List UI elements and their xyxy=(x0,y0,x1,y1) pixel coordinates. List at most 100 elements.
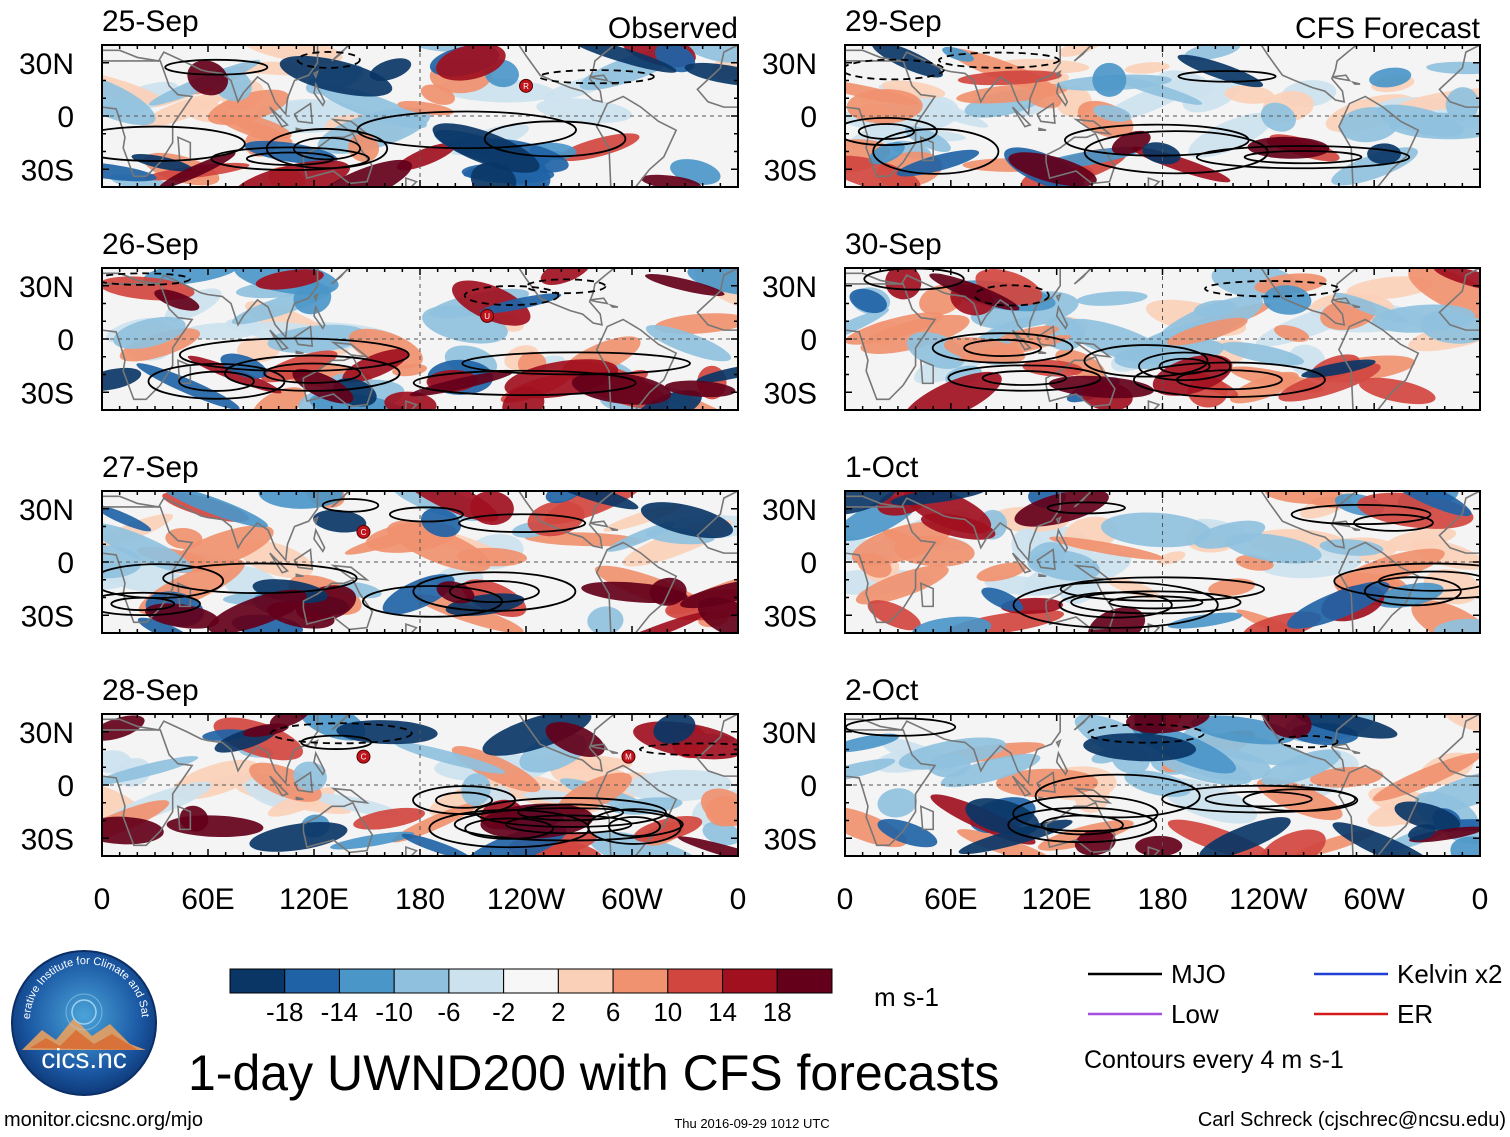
lon-label: 180 xyxy=(395,883,445,916)
lon-axis-left: 0 60E 120E 180 120W 60W 0 xyxy=(94,883,747,916)
colorbar-tick: -6 xyxy=(437,997,460,1027)
lat-label: 30S xyxy=(764,154,817,187)
storm-marker-icon: R xyxy=(519,78,533,93)
panel-date: 28-Sep xyxy=(102,674,199,707)
footer-url: monitor.cicsnc.org/mjo xyxy=(4,1109,203,1131)
uwnd-field xyxy=(845,491,1480,633)
panel-date: 1-Oct xyxy=(845,451,919,484)
panel-27-Sep: 30N 0 30S 27-Sep C xyxy=(19,451,739,634)
colorbar-tick: 2 xyxy=(551,997,565,1027)
uwnd-field xyxy=(845,45,1480,187)
legend-item-low: Low xyxy=(1088,999,1219,1029)
lat-label: 30S xyxy=(764,377,817,410)
colorbar-swatch xyxy=(503,968,559,994)
lon-label: 60E xyxy=(181,883,234,916)
lat-label: 30S xyxy=(764,823,817,856)
uwnd-field xyxy=(845,268,1480,410)
colorbar-tick: 6 xyxy=(606,997,620,1027)
panel-date: 25-Sep xyxy=(102,5,199,38)
lat-label: 30S xyxy=(21,600,74,633)
legend-item-er: ER xyxy=(1314,999,1433,1029)
panel-29-Sep: 30N 0 30S 29-Sep CFS Forecast xyxy=(762,5,1481,188)
colorbar-units: m s-1 xyxy=(874,982,939,1012)
colorbar-swatch xyxy=(284,968,340,994)
storm-marker-icon: M xyxy=(621,749,636,764)
logo-disc xyxy=(11,950,157,1096)
panel-date: 26-Sep xyxy=(102,228,199,261)
panel-tag: CFS Forecast xyxy=(1295,12,1481,45)
colorbar-tick: -2 xyxy=(492,997,515,1027)
colorbar-swatch xyxy=(722,968,778,994)
panels: 30N 0 30S 25-Sep Observed R 30N 0 30S 26-Sep U 30N 0… xyxy=(19,5,1481,857)
legend: MJO Kelvin x2 Low ER xyxy=(1088,959,1503,1029)
panel-30-Sep: 30N 0 30S 30-Sep xyxy=(762,228,1481,411)
lon-label: 120W xyxy=(487,883,566,916)
lat-label: 30N xyxy=(19,494,74,527)
lon-label: 60E xyxy=(924,883,977,916)
legend-item-mjo: MJO xyxy=(1088,959,1226,989)
lat-label: 0 xyxy=(57,101,74,134)
panel-2-Oct: 30N 0 30S 2-Oct xyxy=(762,674,1481,857)
panel-1-Oct: 30N 0 30S 1-Oct xyxy=(762,451,1481,634)
uwnd-field xyxy=(102,714,738,856)
lat-label: 0 xyxy=(57,324,74,357)
legend-item-kelvin-x2: Kelvin x2 xyxy=(1314,959,1503,989)
lat-label: 30S xyxy=(21,823,74,856)
lon-label: 0 xyxy=(837,883,854,916)
lon-label: 120E xyxy=(1022,883,1092,916)
lon-label: 180 xyxy=(1137,883,1187,916)
lon-axis-right: 0 60E 120E 180 120W 60W 0 xyxy=(837,883,1489,916)
panel-25-Sep: 30N 0 30S 25-Sep Observed R xyxy=(19,5,739,188)
legend-label: ER xyxy=(1397,999,1433,1029)
contour-note: Contours every 4 m s-1 xyxy=(1084,1046,1344,1074)
lat-label: 0 xyxy=(800,101,817,134)
lat-label: 30S xyxy=(21,154,74,187)
lat-label: 30N xyxy=(762,717,817,750)
footer-author: Carl Schreck (cjschrec@ncsu.edu) xyxy=(1198,1109,1506,1131)
colorbar-tick: 14 xyxy=(708,997,737,1027)
colorbar: -18 -14 -10 -6 -2 2 6 10 14 18 xyxy=(229,968,833,1027)
colorbar-tick: 10 xyxy=(653,997,682,1027)
lat-label: 30N xyxy=(762,48,817,81)
legend-label: MJO xyxy=(1171,959,1226,989)
colorbar-tick: -18 xyxy=(266,997,304,1027)
uwnd-field xyxy=(102,45,738,187)
uwnd-field xyxy=(845,714,1480,856)
storm-marker-label: C xyxy=(361,528,367,537)
logo-globe-icon xyxy=(71,999,97,1025)
footer-timestamp: Thu 2016-09-29 1012 UTC xyxy=(674,1116,829,1131)
colorbar-swatch xyxy=(338,968,395,994)
colorbar-tick: -10 xyxy=(375,997,413,1027)
lat-label: 30N xyxy=(19,48,74,81)
panel-date: 2-Oct xyxy=(845,674,919,707)
colorbar-swatch xyxy=(229,968,286,994)
colorbar-swatch xyxy=(393,968,450,994)
panel-date: 27-Sep xyxy=(102,451,199,484)
panel-tag: Observed xyxy=(608,12,738,45)
lat-label: 0 xyxy=(800,324,817,357)
uwnd-field xyxy=(102,491,738,633)
storm-marker-icon: C xyxy=(356,524,371,539)
lat-label: 30N xyxy=(19,271,74,304)
colorbar-swatch xyxy=(612,968,669,994)
lat-label: 0 xyxy=(57,547,74,580)
lat-label: 0 xyxy=(57,770,74,803)
storm-marker-icon: U xyxy=(480,308,495,323)
storm-marker-label: R xyxy=(523,82,529,91)
legend-label: Kelvin x2 xyxy=(1397,959,1503,989)
uwnd-field xyxy=(102,268,738,410)
colorbar-swatch xyxy=(776,968,833,994)
colorbar-swatch xyxy=(448,968,505,994)
colorbar-swatch xyxy=(557,968,614,994)
panel-date: 29-Sep xyxy=(845,5,942,38)
lat-label: 30N xyxy=(19,717,74,750)
panel-26-Sep: 30N 0 30S 26-Sep U xyxy=(19,228,739,411)
logo-name: cics.nc xyxy=(41,1043,127,1074)
lon-label: 120E xyxy=(279,883,349,916)
panel-date: 30-Sep xyxy=(845,228,942,261)
figure-title: 1-day UWND200 with CFS forecasts xyxy=(188,1045,999,1101)
colorbar-tick: 18 xyxy=(763,997,792,1027)
storm-marker-label: M xyxy=(625,753,632,762)
lat-label: 0 xyxy=(800,547,817,580)
